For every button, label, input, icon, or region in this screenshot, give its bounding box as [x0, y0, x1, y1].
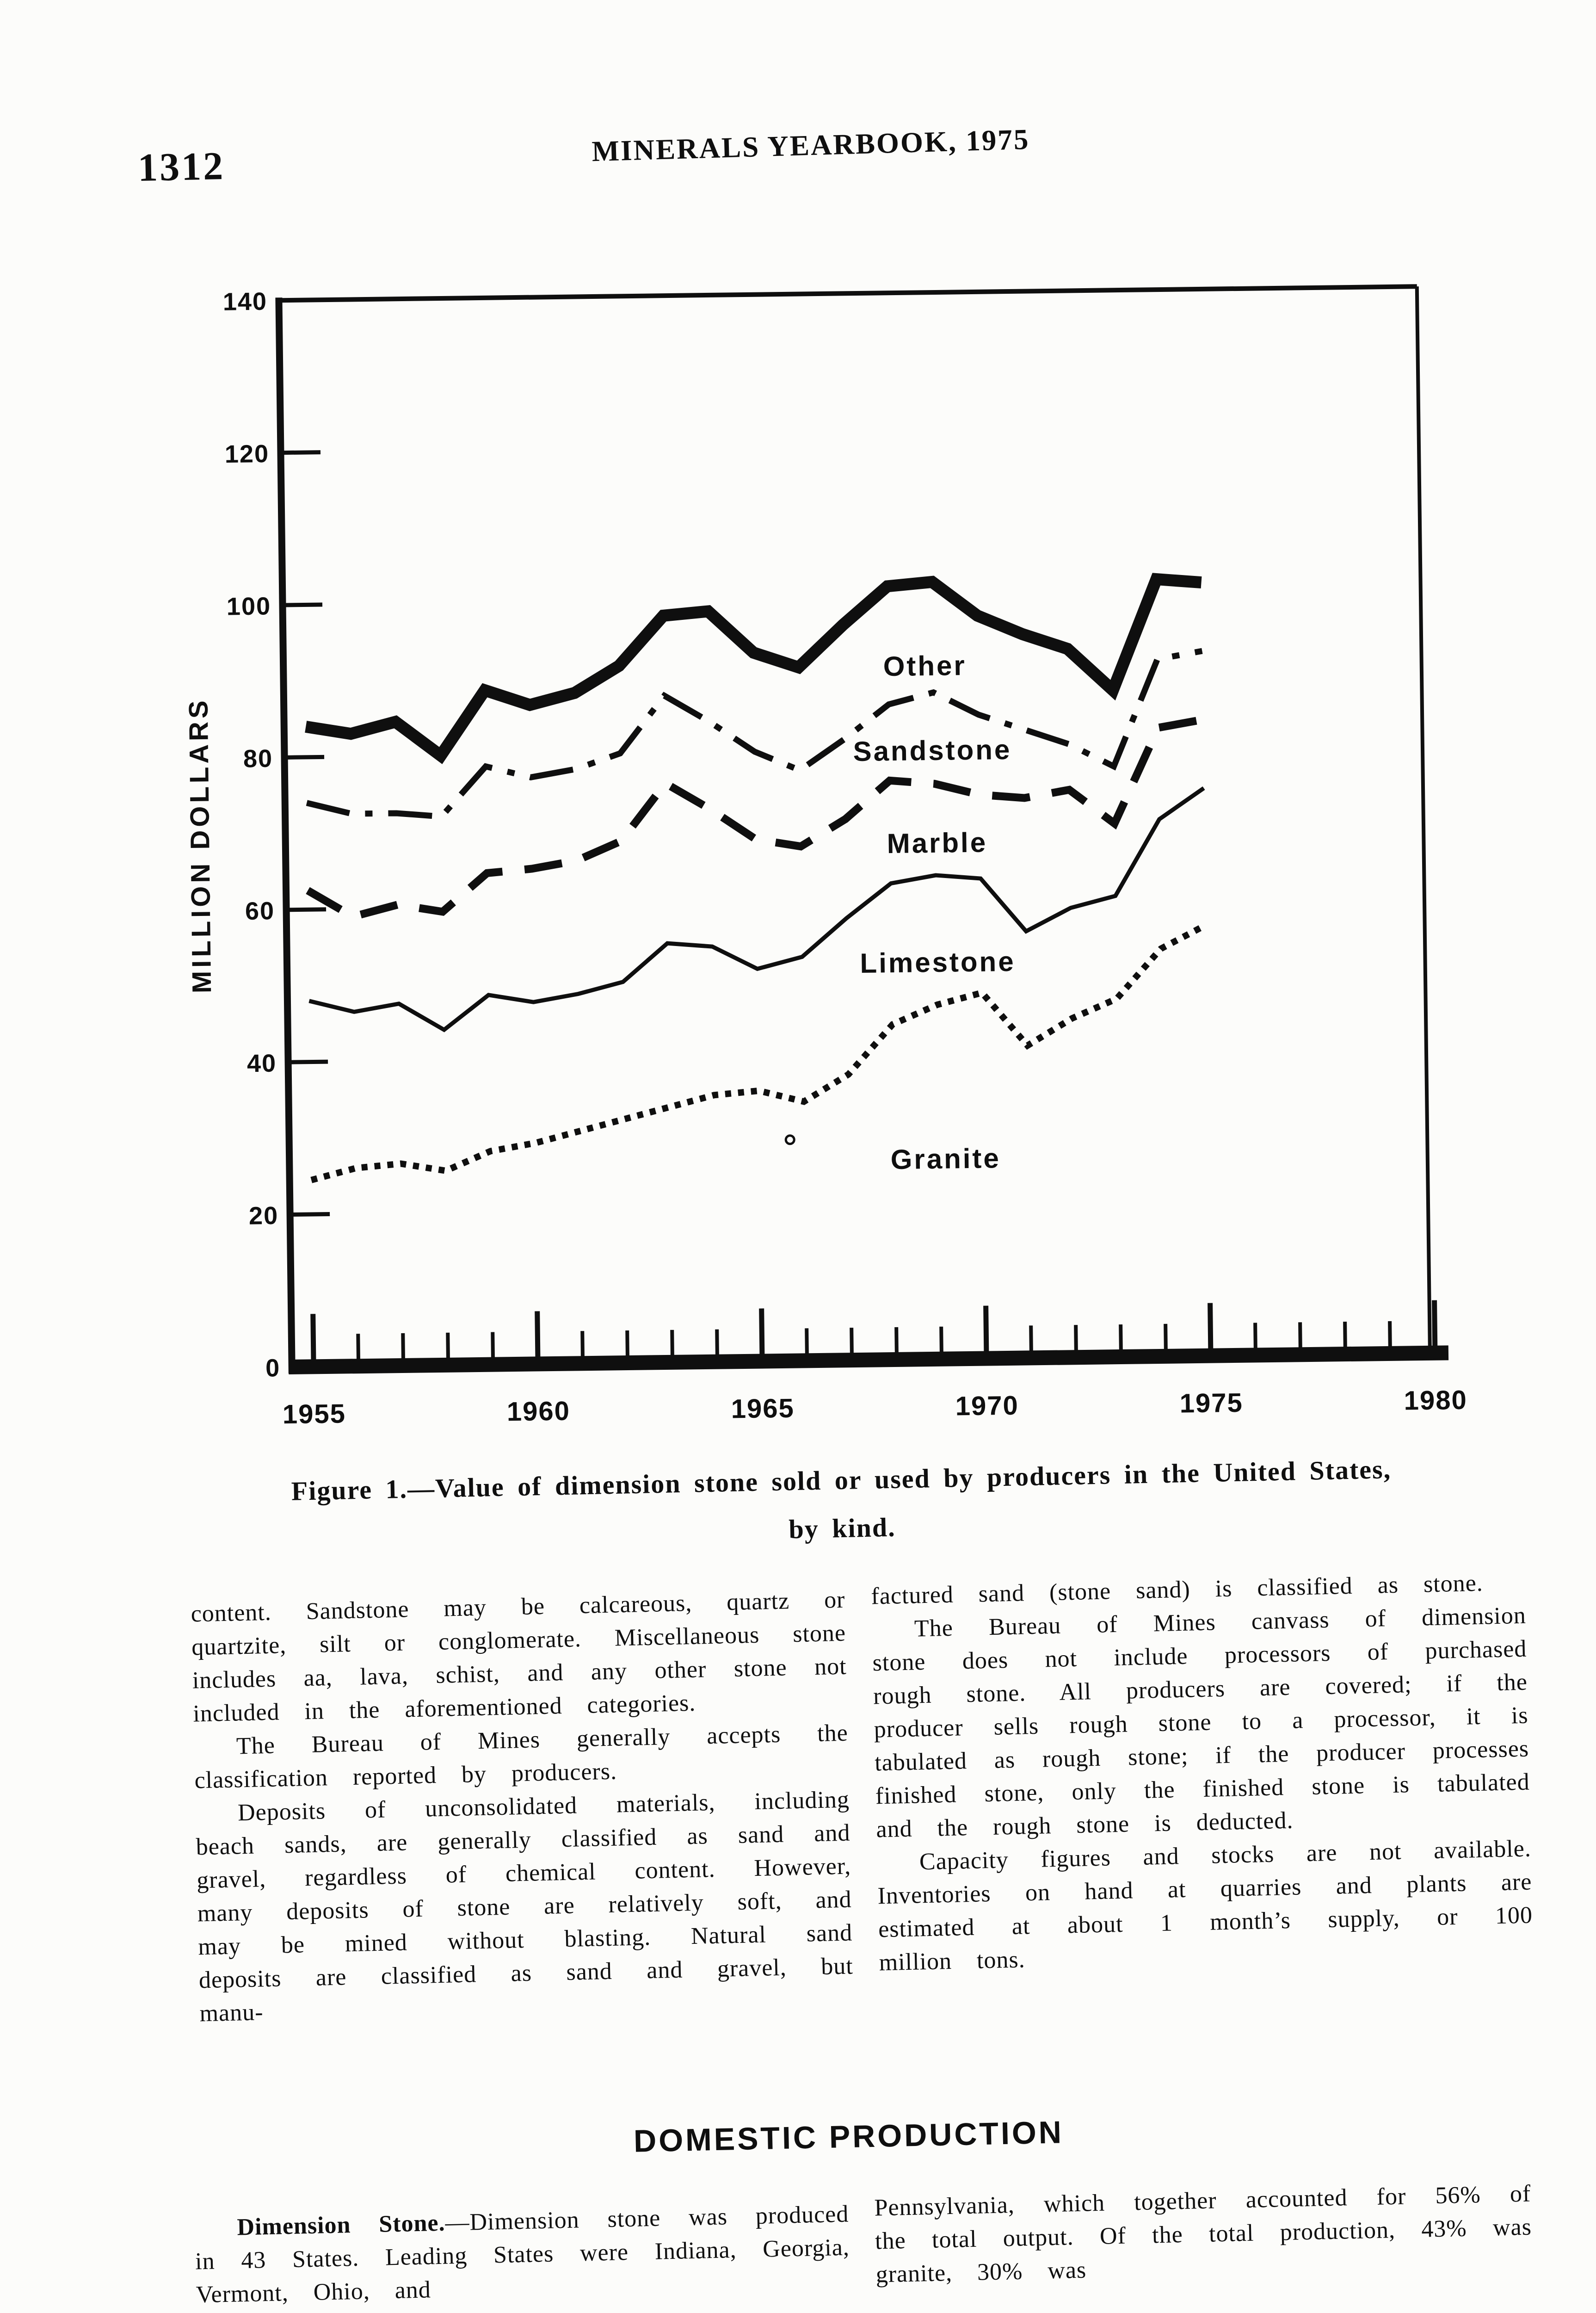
y-tick-label: 120 — [225, 440, 270, 468]
paragraph-lead: Dimension Stone. — [236, 2209, 446, 2241]
y-tick-label: 40 — [247, 1049, 277, 1077]
x-tick-label: 1955 — [282, 1399, 346, 1430]
paragraph: The Bureau of Mines canvass of dimension… — [872, 1602, 1530, 1843]
y-tick — [283, 450, 321, 455]
series-label-sandstone: Sandstone — [853, 734, 1012, 767]
x-tick-label: 1980 — [1404, 1385, 1467, 1416]
bottom-left-column: Dimension Stone.—Dimension stone was pro… — [194, 2198, 850, 2312]
x-tick — [625, 1330, 629, 1357]
x-tick — [939, 1326, 943, 1353]
paragraph: Pennsylvania, which together accounted f… — [874, 2180, 1532, 2288]
y-tick-label: 20 — [249, 1202, 279, 1230]
x-tick-label: 1970 — [955, 1391, 1019, 1422]
x-tick-label: 1960 — [506, 1396, 570, 1427]
x-tick — [850, 1328, 854, 1354]
x-tick — [535, 1311, 541, 1358]
series-label-granite: Granite — [890, 1143, 1001, 1175]
x-tick — [1164, 1323, 1168, 1350]
x-tick-label: 1965 — [731, 1393, 795, 1424]
series-line-marble — [306, 716, 1204, 921]
y-tick-label: 140 — [223, 288, 268, 316]
series-label-limestone: Limestone — [860, 946, 1016, 979]
right-column: factured sand (stone sand) is classified… — [871, 1566, 1534, 1980]
series-line-other — [305, 573, 1202, 764]
x-tick — [1208, 1303, 1214, 1349]
y-tick — [290, 907, 327, 912]
series-label-other: Other — [883, 650, 967, 682]
y-tick-label: 0 — [265, 1354, 281, 1382]
paragraph: Dimension Stone.—Dimension stone was pro… — [194, 2198, 850, 2312]
paragraph: Deposits of unconsolidated materials, in… — [196, 1786, 854, 2027]
y-tick-label: 100 — [227, 592, 271, 620]
series-line-sandstone — [306, 648, 1203, 820]
x-tick — [894, 1327, 899, 1353]
y-tick-label: 60 — [245, 897, 275, 925]
series-line-granite — [310, 922, 1207, 1183]
left-column: content. Sandstone may be calcareous, qu… — [191, 1583, 854, 2031]
y-tick-label: 80 — [243, 745, 273, 773]
y-axis-title: MILLION DOLLARS — [183, 697, 217, 994]
bottom-right-column: Pennsylvania, which together accounted f… — [874, 2177, 1533, 2292]
plot-right-border — [1415, 286, 1432, 1353]
series-label-marble: Marble — [887, 827, 987, 859]
plot-top-border — [275, 284, 1417, 303]
scan-speck-circle — [784, 1134, 795, 1145]
paragraph: Capacity figures and stocks are not avai… — [877, 1835, 1533, 1976]
series-line-limestone — [308, 786, 1205, 1033]
x-axis — [288, 1345, 1449, 1375]
y-axis — [275, 297, 296, 1374]
x-tick — [1253, 1323, 1257, 1349]
x-tick — [580, 1331, 585, 1357]
chart-group: 0 20 40 60 80 100 120 140 1955 1960 1965 1970 1975 19… — [183, 284, 1467, 1430]
paragraph: content. Sandstone may be calcareous, qu… — [191, 1586, 847, 1727]
x-tick — [310, 1314, 316, 1361]
x-tick-label: 1975 — [1179, 1388, 1243, 1419]
